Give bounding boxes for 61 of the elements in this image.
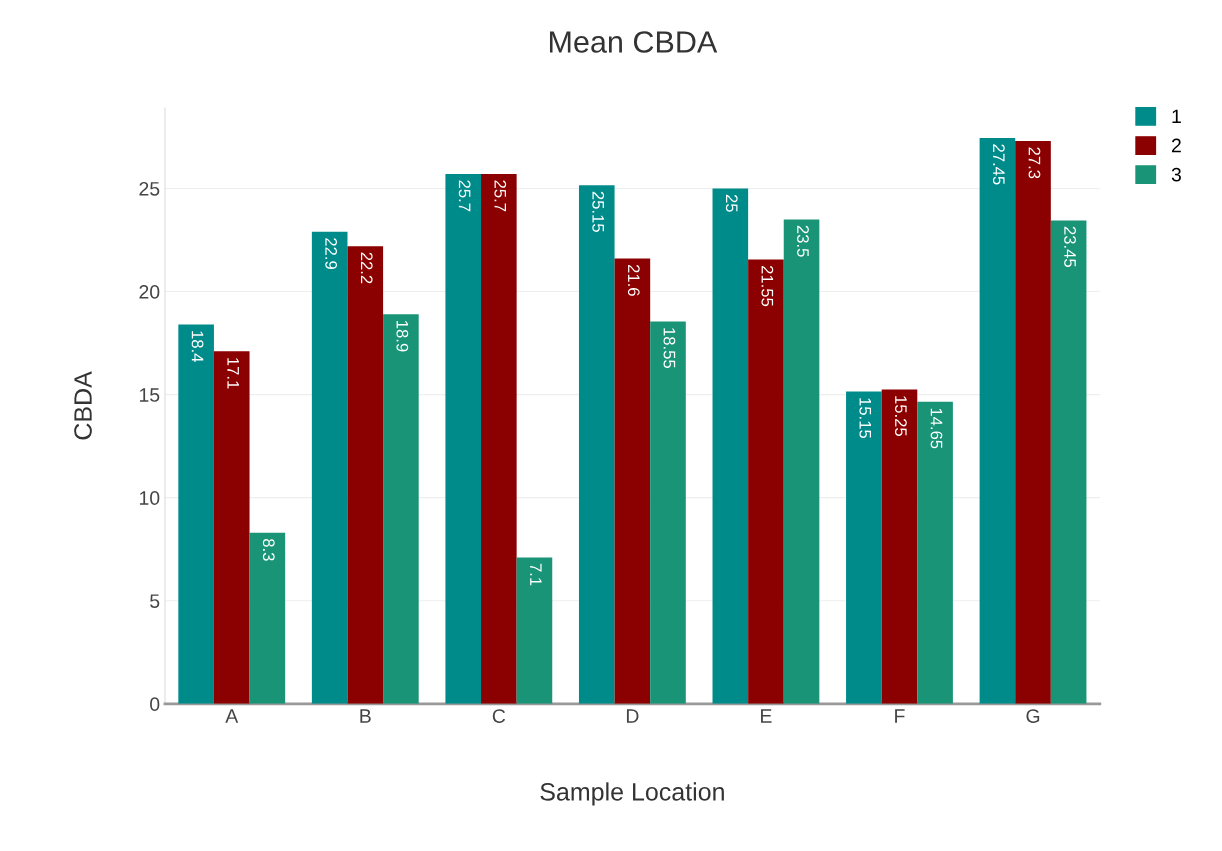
bar (178, 324, 214, 704)
data-label: 8.3 (262, 538, 275, 561)
bar (516, 557, 553, 704)
chart-title: Mean CBDA (549, 31, 718, 53)
y-axis-title: CBDA (74, 371, 92, 440)
data-label: 25.15 (592, 191, 605, 232)
x-axis-title: Sample Location (540, 782, 724, 806)
bar (881, 389, 918, 704)
bar (650, 321, 686, 704)
data-label: 18.55 (663, 328, 676, 368)
bar (481, 174, 517, 704)
x-tick-label: C (492, 709, 506, 723)
data-label: 25.7 (458, 180, 471, 212)
bar (578, 185, 615, 704)
bar (311, 231, 348, 704)
data-label: 23.45 (1064, 226, 1076, 267)
data-label: 15.15 (859, 398, 872, 439)
data-label: 27.3 (1028, 147, 1041, 179)
data-label: 21.6 (627, 264, 640, 296)
bar (445, 174, 482, 704)
y-tick-label: 10 (139, 491, 160, 505)
bar (1050, 220, 1087, 704)
data-label: 22.9 (325, 238, 338, 269)
y-tick-label: 15 (139, 388, 160, 402)
bar (783, 219, 820, 704)
bar (347, 246, 384, 704)
x-tick-label: A (225, 709, 239, 723)
data-label: 14.65 (930, 408, 943, 449)
data-label: 25 (725, 194, 738, 212)
data-label: 15.25 (895, 396, 907, 436)
data-label: 27.45 (992, 144, 1005, 185)
data-label: 23.5 (797, 225, 809, 257)
bar (614, 258, 651, 704)
data-label: 7.1 (530, 563, 542, 586)
data-label: 17.1 (227, 358, 239, 389)
legend-label: 3 (1171, 167, 1181, 182)
legend-label: 2 (1171, 138, 1181, 153)
data-label: 25.7 (494, 180, 507, 212)
x-tick-label: G (1026, 709, 1040, 723)
bar (1015, 141, 1051, 704)
bar (917, 401, 953, 704)
bar (748, 259, 784, 704)
bar (712, 188, 749, 704)
bar (846, 391, 882, 704)
x-tick-label: E (761, 709, 772, 723)
x-tick-label: F (895, 709, 905, 723)
y-tick-label: 25 (139, 181, 160, 196)
bar (213, 351, 250, 704)
y-tick-label: 0 (150, 697, 160, 712)
data-label: 22.2 (360, 252, 373, 284)
bar (383, 314, 419, 704)
legend-label: 1 (1172, 109, 1181, 124)
y-tick-label: 5 (150, 594, 160, 608)
x-tick-label: B (360, 709, 371, 723)
x-tick-label: D (626, 709, 639, 723)
bar (979, 137, 1016, 704)
y-tick-label: 20 (139, 285, 160, 299)
data-label: 21.55 (761, 265, 774, 307)
bar (249, 532, 286, 704)
data-label: 18.4 (191, 331, 204, 363)
data-label: 18.9 (396, 321, 409, 352)
